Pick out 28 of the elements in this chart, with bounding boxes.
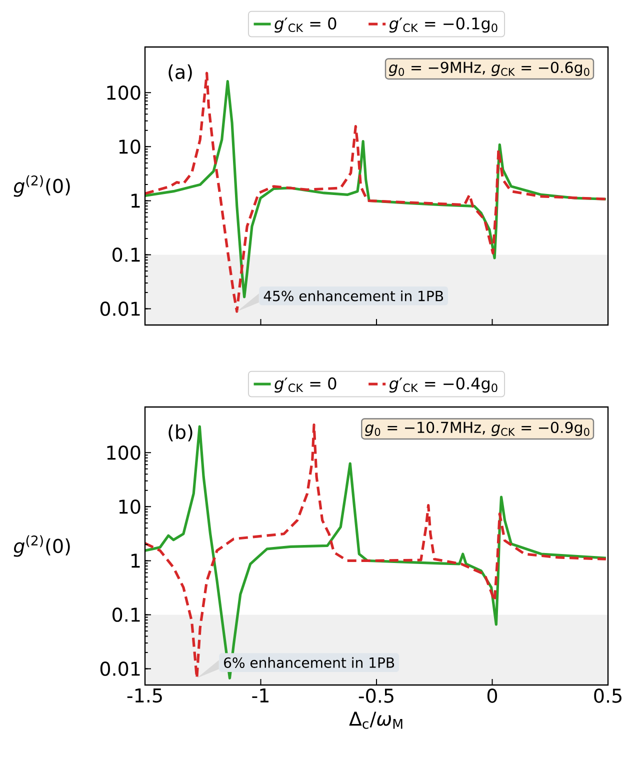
- annotation: g$_{0}$ = −10.7MHz, g$_{CK}$ = −0.9g$_{0}$: [365, 422, 590, 436]
- x-tick-label: 0.5: [594, 688, 622, 703]
- annotation: (a): [168, 64, 192, 82]
- y-axis-title: g$^{(2)}$(0): [14, 175, 70, 197]
- legend-label: g′$_{CK}$ = 0: [274, 377, 336, 393]
- y-tick-label: 0.1: [112, 608, 140, 622]
- y-tick-label: 1: [131, 194, 140, 208]
- y-tick-label: 0.1: [112, 248, 140, 262]
- y-tick-label: 1: [131, 554, 140, 568]
- y-tick-label: 0.01: [100, 302, 140, 316]
- legend-label: g′$_{CK}$ = −0.1g$_{0}$: [389, 17, 498, 33]
- x-tick-label: -0.5: [358, 688, 394, 703]
- y-tick-label: 10: [119, 499, 140, 514]
- x-tick-label: -1: [252, 688, 268, 702]
- y-tick-label: 0.01: [100, 662, 140, 676]
- y-axis-title: g$^{(2)}$(0): [14, 535, 70, 557]
- annotation: 45% enhancement in 1PB: [264, 290, 444, 302]
- y-tick-label: 100: [107, 445, 140, 460]
- x-axis-title: Δ$_{c}$/ω$_{M}$: [349, 712, 402, 729]
- x-tick-label: 0: [487, 688, 498, 703]
- annotation: 6% enhancement in 1PB: [224, 657, 394, 668]
- y-tick-label: 10: [119, 139, 140, 154]
- annotation: (b): [168, 424, 192, 442]
- y-tick-label: 100: [107, 85, 140, 100]
- annotation: g$_{0}$ = −9MHz, g$_{CK}$ = −0.6g$_{0}$: [388, 62, 590, 76]
- legend-label: g′$_{CK}$ = −0.4g$_{0}$: [389, 377, 498, 393]
- x-tick-label: -1.5: [127, 688, 162, 703]
- legend-label: g′$_{CK}$ = 0: [274, 17, 336, 33]
